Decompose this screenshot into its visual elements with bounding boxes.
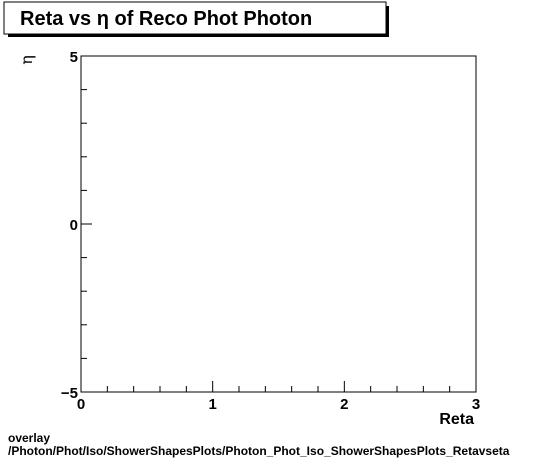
title-box: Reta vs η of Reco Phot Photon xyxy=(3,1,389,37)
y-axis-title: η xyxy=(17,55,36,65)
y-tick-label: −5 xyxy=(61,385,78,402)
footer-label-overlay: overlay xyxy=(8,431,51,445)
plot-frame xyxy=(80,55,477,393)
x-tick-label: 0 xyxy=(77,396,85,413)
x-axis-title: Reta xyxy=(439,411,474,428)
x-tick-label: 3 xyxy=(472,396,480,413)
x-axis-tick-labels: 0 1 2 3 xyxy=(77,396,480,413)
footer-path: /Photon/Phot/Iso/ShowerShapesPlots/Photo… xyxy=(8,444,510,458)
y-tick-label: 5 xyxy=(70,49,78,66)
y-axis-tick-labels: 5 0 −5 xyxy=(61,49,78,402)
x-tick-label: 2 xyxy=(340,396,348,413)
title-box-shadow-bottom xyxy=(8,34,387,37)
y-axis-ticks xyxy=(81,55,92,393)
title-box-shadow-right xyxy=(386,6,389,37)
chart-title: Reta vs η of Reco Phot Photon xyxy=(20,8,312,30)
x-tick-label: 1 xyxy=(208,396,216,413)
y-tick-label: 0 xyxy=(70,217,78,234)
x-axis-ticks xyxy=(80,381,477,392)
title-box-frame xyxy=(3,1,387,35)
